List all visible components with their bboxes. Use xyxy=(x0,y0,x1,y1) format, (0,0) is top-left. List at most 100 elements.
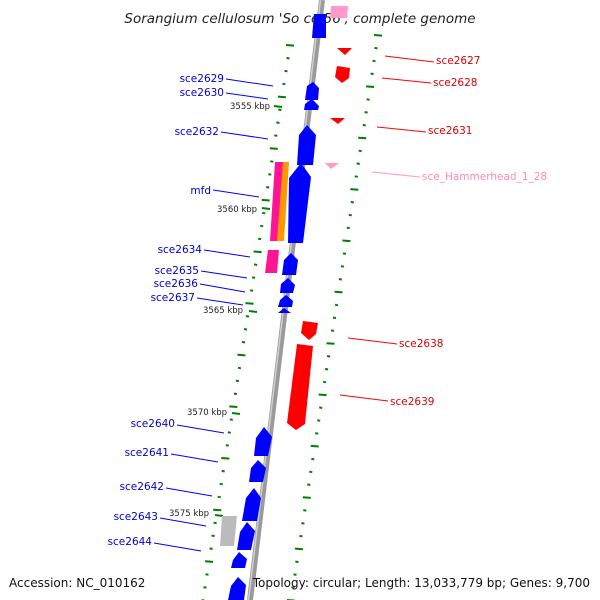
gene-sce2641[interactable] xyxy=(249,460,266,482)
tick-mark xyxy=(350,188,359,191)
tick-mark xyxy=(295,560,299,564)
tick-mark xyxy=(221,457,230,460)
gene-sce2629[interactable] xyxy=(305,82,319,100)
tick-mark xyxy=(322,380,327,384)
scale-label-3575: 3575 kbp xyxy=(169,509,209,519)
tick-mark xyxy=(342,239,351,243)
leader-line xyxy=(165,487,213,497)
tick-mark xyxy=(282,82,286,86)
gene-sce2636[interactable] xyxy=(278,295,293,307)
label-sce2644[interactable]: sce2644 xyxy=(108,536,153,548)
tick-mark xyxy=(235,379,240,383)
topology-text: Topology: circular; Length: 13,033,779 b… xyxy=(252,576,590,590)
gene-sce2638[interactable] xyxy=(301,321,318,340)
label-mfd[interactable]: mfd xyxy=(190,185,211,197)
label-sce2634[interactable]: sce2634 xyxy=(158,244,203,256)
leader-line xyxy=(384,55,435,63)
gene-sce2640[interactable] xyxy=(254,427,272,456)
leader-line xyxy=(203,249,251,258)
gene-sce2628[interactable] xyxy=(335,66,350,83)
label-sce2640[interactable]: sce2640 xyxy=(131,418,175,430)
gene-sce2635[interactable] xyxy=(280,278,295,293)
minus-strand-genes xyxy=(287,48,352,430)
gene-sce2630[interactable] xyxy=(304,99,319,110)
tick-mark xyxy=(284,69,288,73)
gene-sce2632[interactable] xyxy=(297,125,316,165)
tick-mark xyxy=(225,444,229,447)
gene-top-blue[interactable] xyxy=(312,14,326,38)
label-sce2630[interactable]: sce2630 xyxy=(180,87,224,99)
scale-label-3555: 3555 kbp xyxy=(230,102,270,112)
gene-sce2644[interactable] xyxy=(231,552,247,568)
tick-mark xyxy=(354,175,358,178)
label-sce2627[interactable]: sce2627 xyxy=(436,55,480,67)
leader-line xyxy=(376,126,427,133)
leader-line xyxy=(225,92,269,100)
tick-mark xyxy=(309,470,313,474)
tick-mark xyxy=(332,316,337,320)
sce2643-feature-gray xyxy=(220,516,237,546)
tick-mark xyxy=(258,237,262,241)
tick-mark xyxy=(307,483,311,486)
gene-sce2627[interactable] xyxy=(337,48,352,55)
tick-mark xyxy=(319,406,323,409)
gene-sce2639[interactable] xyxy=(287,344,313,430)
label-sce2635[interactable]: sce2635 xyxy=(155,265,199,277)
tick-mark xyxy=(203,586,207,589)
label-sce2631[interactable]: sce2631 xyxy=(428,125,472,137)
plus-strand-genes xyxy=(228,14,326,600)
label-sce2639[interactable]: sce2639 xyxy=(390,396,434,408)
tick-mark xyxy=(310,444,319,448)
tick-mark xyxy=(372,59,376,63)
leader-line xyxy=(220,131,269,140)
tick-mark xyxy=(374,46,378,50)
tick-mark xyxy=(213,521,217,525)
tick-mark xyxy=(356,162,360,165)
scale-tick xyxy=(273,105,283,108)
label-sce2636[interactable]: sce2636 xyxy=(154,278,199,290)
tick-mark xyxy=(245,315,250,318)
tick-mark xyxy=(350,200,354,204)
tick-mark xyxy=(301,522,305,525)
tick-mark xyxy=(340,265,345,268)
label-sce2641[interactable]: sce2641 xyxy=(125,447,169,459)
tick-mark xyxy=(291,586,295,589)
label-sce2637[interactable]: sce2637 xyxy=(151,292,195,304)
label-sce2629[interactable]: sce2629 xyxy=(180,73,224,85)
tick-mark xyxy=(268,173,272,176)
leader-line xyxy=(176,424,225,434)
tick-mark xyxy=(285,44,295,47)
gene-bottom-blue[interactable] xyxy=(228,577,246,600)
scale-label-group: 3555 kbp 3560 kbp 3565 kbp 3570 kbp 3575… xyxy=(169,102,283,519)
leader-line xyxy=(381,77,432,84)
tick-mark xyxy=(245,302,254,305)
label-sce2628[interactable]: sce2628 xyxy=(433,77,477,89)
gene-sce2643[interactable] xyxy=(237,522,255,550)
gene-mfd[interactable] xyxy=(288,163,311,243)
label-sce2643[interactable]: sce2643 xyxy=(114,511,158,523)
leader-line xyxy=(371,171,421,178)
label-sce-hammerhead-1-28[interactable]: sce_Hammerhead_1_28 xyxy=(422,171,547,183)
gene-sce2637[interactable] xyxy=(278,308,291,313)
right-labels: sce2627 sce2628 sce2631 sce_Hammerhead_1… xyxy=(339,55,547,408)
tick-mark xyxy=(243,328,248,331)
mfd-feature-orange xyxy=(277,162,289,241)
tick-mark xyxy=(278,108,282,112)
gene-sce2634[interactable] xyxy=(282,253,298,275)
tick-mark xyxy=(227,431,231,434)
gene-sce-hammerhead-1-28[interactable] xyxy=(325,163,339,169)
gene-sce2631[interactable] xyxy=(330,118,345,124)
leader-line xyxy=(200,270,248,279)
tick-mark xyxy=(205,560,214,563)
gene-sce2642[interactable] xyxy=(242,488,261,521)
label-sce2632[interactable]: sce2632 xyxy=(175,126,219,138)
label-sce2642[interactable]: sce2642 xyxy=(120,481,164,493)
leader-line xyxy=(212,189,260,198)
tick-mark xyxy=(342,252,347,255)
leader-line xyxy=(339,394,389,402)
tick-mark xyxy=(364,111,368,114)
tick-mark xyxy=(276,121,280,124)
label-sce2638[interactable]: sce2638 xyxy=(399,338,443,350)
